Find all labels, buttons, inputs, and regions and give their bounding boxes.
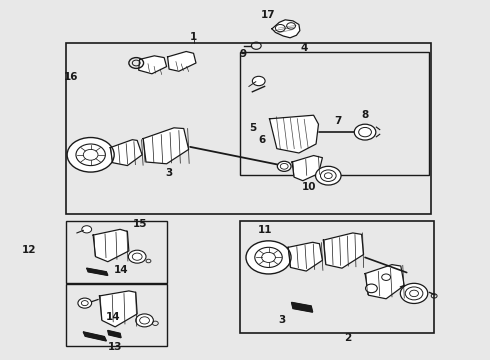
Polygon shape (110, 140, 142, 166)
Bar (66, 284, 167, 346)
Polygon shape (272, 20, 300, 38)
Text: 17: 17 (261, 10, 276, 20)
Text: 9: 9 (240, 49, 246, 59)
Circle shape (405, 287, 423, 300)
Circle shape (354, 124, 376, 140)
Text: 13: 13 (108, 342, 122, 352)
Polygon shape (323, 233, 364, 268)
Polygon shape (139, 56, 167, 74)
Text: 12: 12 (22, 245, 37, 255)
Text: 10: 10 (301, 182, 316, 192)
Polygon shape (93, 229, 129, 262)
Text: 5: 5 (249, 123, 256, 133)
Text: 3: 3 (166, 168, 172, 178)
Bar (66, 221, 167, 283)
Bar (240, 221, 434, 333)
Text: 3: 3 (278, 315, 285, 325)
Text: 14: 14 (114, 265, 129, 275)
Bar (240, 52, 429, 175)
Text: 11: 11 (257, 225, 272, 235)
Polygon shape (143, 128, 189, 164)
Polygon shape (87, 268, 108, 275)
Circle shape (67, 138, 114, 172)
Text: 15: 15 (132, 219, 147, 229)
Polygon shape (365, 265, 404, 299)
Circle shape (78, 298, 92, 308)
Polygon shape (83, 332, 106, 341)
Polygon shape (292, 156, 322, 181)
Text: 6: 6 (259, 135, 266, 145)
Circle shape (316, 166, 341, 185)
Text: 7: 7 (334, 116, 342, 126)
Text: 2: 2 (344, 333, 351, 343)
Circle shape (128, 250, 146, 263)
Circle shape (277, 161, 291, 171)
Circle shape (255, 247, 282, 267)
Text: 14: 14 (105, 312, 120, 322)
Polygon shape (108, 330, 121, 338)
Circle shape (252, 76, 265, 86)
Polygon shape (168, 51, 196, 71)
Circle shape (400, 283, 428, 303)
Circle shape (366, 284, 377, 293)
Polygon shape (292, 302, 313, 312)
Text: 1: 1 (190, 32, 197, 42)
Polygon shape (288, 242, 322, 271)
Circle shape (246, 241, 291, 274)
Text: 16: 16 (64, 72, 78, 82)
Circle shape (136, 314, 153, 327)
Polygon shape (99, 291, 137, 327)
Polygon shape (270, 115, 318, 153)
Bar (66, 43, 431, 214)
Circle shape (82, 226, 92, 233)
Circle shape (320, 170, 336, 181)
Text: 8: 8 (362, 110, 368, 120)
Circle shape (359, 127, 371, 137)
Circle shape (76, 144, 105, 166)
Text: 4: 4 (300, 42, 308, 53)
